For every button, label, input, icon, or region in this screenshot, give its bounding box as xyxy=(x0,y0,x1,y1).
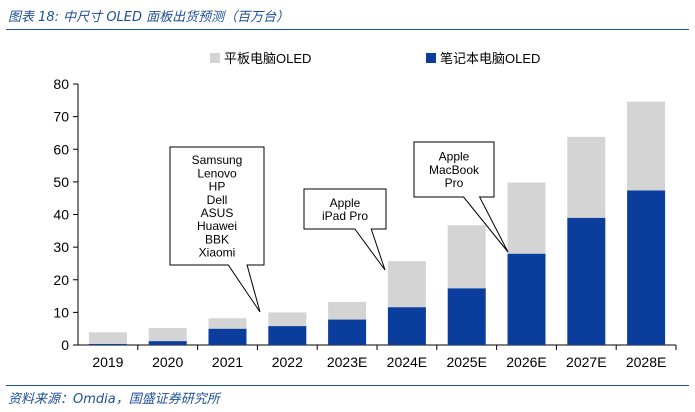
y-tick-label: 60 xyxy=(53,141,69,157)
bar-tablet xyxy=(268,312,307,327)
bar-laptop xyxy=(387,307,426,345)
x-tick-label: 2024E xyxy=(387,354,427,370)
bar-tablet xyxy=(208,318,247,329)
bar-tablet xyxy=(328,301,367,320)
bar-tablet xyxy=(387,261,426,308)
legend-label: 平板电脑OLED xyxy=(224,51,311,66)
x-tick-label: 2026E xyxy=(506,354,546,370)
y-tick-label: 10 xyxy=(53,304,69,320)
y-tick-label: 40 xyxy=(53,207,69,223)
callout-text: Apple xyxy=(439,150,470,164)
bar-laptop xyxy=(268,326,307,345)
callout-box xyxy=(303,188,387,271)
y-tick-label: 80 xyxy=(53,76,69,92)
bar-laptop xyxy=(507,253,546,345)
bar-tablet xyxy=(627,101,666,191)
source-divider xyxy=(6,385,689,386)
bar-laptop xyxy=(627,190,666,345)
callout-text: Xiaomi xyxy=(199,246,236,260)
y-tick-label: 70 xyxy=(53,109,69,125)
bar-tablet xyxy=(447,225,486,289)
source-note: 资料来源：Omdia，国盛证券研究所 xyxy=(8,392,220,407)
callout-text: Lenovo xyxy=(197,166,237,180)
x-tick-label: 2025E xyxy=(446,354,486,370)
bar-laptop xyxy=(88,344,127,345)
legend-label: 笔记本电脑OLED xyxy=(440,51,540,66)
x-tick-label: 2027E xyxy=(566,354,606,370)
y-tick-label: 50 xyxy=(53,174,69,190)
callout-text: Pro xyxy=(445,176,464,190)
x-tick-label: 2021 xyxy=(212,354,243,370)
x-tick-label: 2020 xyxy=(152,354,183,370)
bar-laptop xyxy=(208,328,247,345)
x-tick-label: 2022 xyxy=(272,354,303,370)
chart-title: 图表 18: 中尺寸 OLED 面板出货预测（百万台） xyxy=(8,10,290,25)
bar-tablet xyxy=(88,332,127,345)
callout-text: MacBook xyxy=(429,163,480,177)
x-tick-label: 2023E xyxy=(327,354,367,370)
y-tick-label: 20 xyxy=(53,272,69,288)
y-tick-label: 30 xyxy=(53,239,69,255)
bar-laptop xyxy=(328,319,367,345)
callout-text: BBK xyxy=(205,232,229,246)
callout-text: Dell xyxy=(207,193,228,207)
bar-tablet xyxy=(148,328,187,342)
legend-swatch xyxy=(210,53,220,63)
callout-text: Apple xyxy=(330,196,361,210)
callout-box xyxy=(169,146,265,313)
callout-text: HP xyxy=(209,180,226,194)
bar-laptop xyxy=(148,341,187,345)
callout-text: Huawei xyxy=(197,219,237,233)
title-divider xyxy=(6,29,689,30)
x-tick-label: 2019 xyxy=(92,354,123,370)
callout-text: iPad Pro xyxy=(322,209,368,223)
y-tick-label: 0 xyxy=(61,337,69,353)
bar-laptop xyxy=(567,217,606,345)
bar-laptop xyxy=(447,288,486,345)
callout-text: ASUS xyxy=(201,206,234,220)
legend-swatch xyxy=(426,53,436,63)
callout-text: Samsung xyxy=(192,153,243,167)
bar-tablet xyxy=(567,136,606,218)
bar-tablet xyxy=(507,182,546,254)
x-tick-label: 2028E xyxy=(626,354,666,370)
callout-box xyxy=(413,141,509,253)
